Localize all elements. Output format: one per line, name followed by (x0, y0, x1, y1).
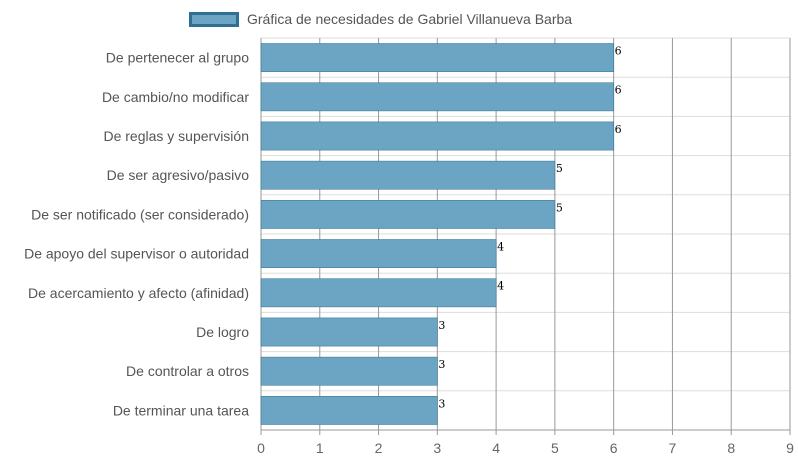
bar (260, 278, 497, 308)
category-label: De controlar a otros (126, 363, 249, 379)
legend-swatch (189, 11, 239, 27)
x-tick-label: 1 (316, 440, 324, 456)
category-label: De reglas y supervisión (103, 128, 249, 144)
category-label: De acercamiento y afecto (afinidad) (28, 285, 249, 301)
category-label: De cambio/no modificar (102, 89, 249, 105)
category-label: De ser notificado (ser considerado) (31, 206, 249, 222)
category-label: De logro (196, 324, 249, 340)
category-label: De ser agresivo/pasivo (107, 167, 250, 183)
bar (260, 121, 614, 151)
category-label: De terminar una tarea (113, 402, 249, 418)
bar (260, 317, 438, 347)
x-tick-label: 3 (433, 440, 441, 456)
legend[interactable]: Gráfica de necesidades de Gabriel Villan… (189, 8, 572, 30)
value-label: 5 (556, 201, 563, 214)
x-tick-label: 0 (257, 440, 265, 456)
x-tick-label: 6 (610, 440, 618, 456)
x-tick-label: 2 (375, 440, 383, 456)
value-label: 6 (615, 84, 622, 97)
value-label: 3 (438, 397, 445, 410)
x-tick-label: 4 (492, 440, 500, 456)
legend-label: Gráfica de necesidades de Gabriel Villan… (247, 11, 573, 27)
bar (260, 200, 556, 229)
bar (260, 160, 556, 190)
bar (260, 82, 614, 112)
value-label: 6 (615, 123, 622, 136)
value-label: 4 (497, 240, 504, 253)
x-tick-label: 7 (669, 440, 677, 456)
category-label: De apoyo del supervisor o autoridad (24, 246, 249, 262)
bar (260, 356, 438, 386)
value-label: 3 (438, 358, 445, 371)
bar (260, 396, 438, 425)
value-label: 5 (556, 162, 563, 175)
x-tick-label: 9 (786, 440, 794, 456)
category-label: De pertenecer al grupo (106, 50, 249, 66)
x-tick-label: 5 (551, 440, 559, 456)
x-tick-label: 8 (727, 440, 735, 456)
bar (260, 43, 614, 72)
bar (260, 239, 497, 268)
value-label: 6 (615, 44, 622, 57)
value-label: 4 (497, 280, 504, 293)
value-label: 3 (438, 319, 445, 332)
